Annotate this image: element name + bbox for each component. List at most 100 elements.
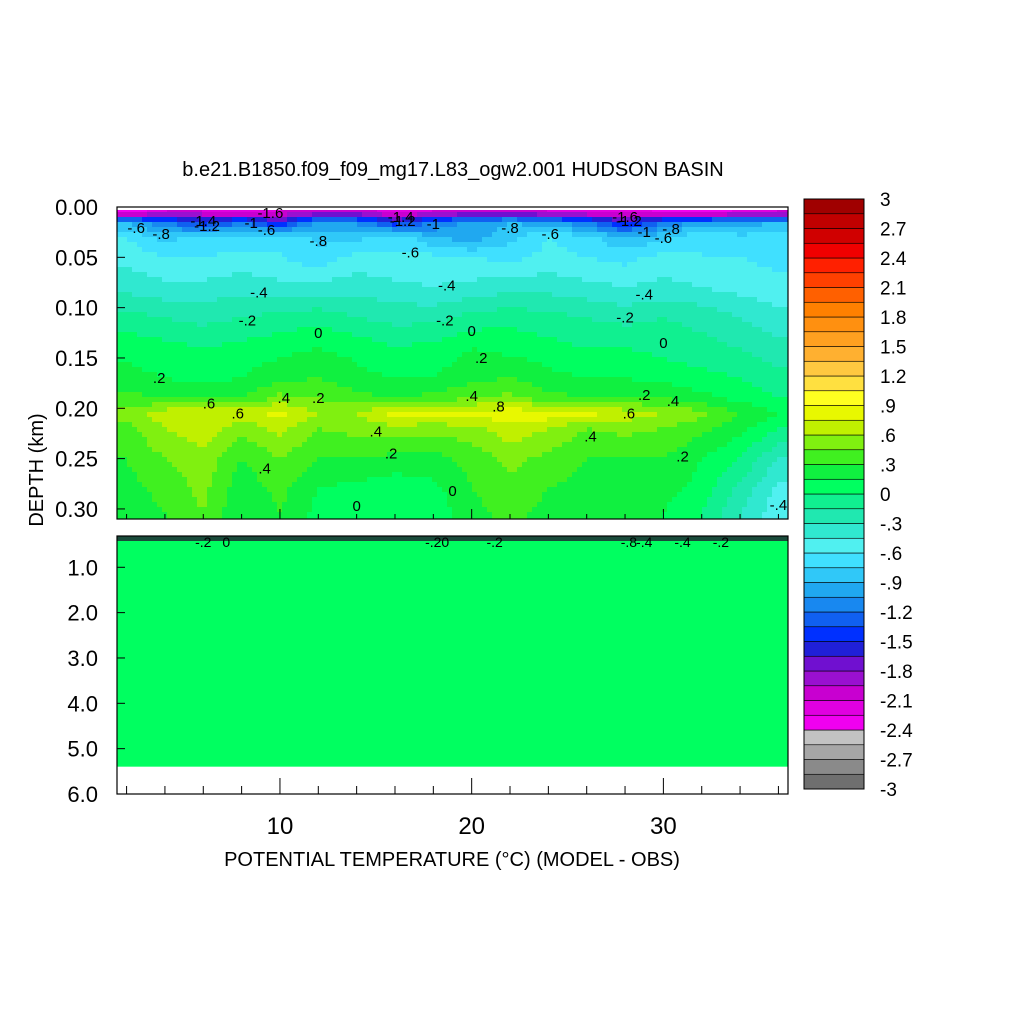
field-cell (507, 332, 512, 337)
field-cell (782, 252, 787, 257)
field-cell (517, 227, 522, 232)
field-cell (677, 377, 682, 382)
field-cell (347, 242, 352, 247)
field-cell (162, 362, 167, 367)
field-cell (742, 217, 747, 222)
field-cell (667, 332, 672, 337)
field-cell (302, 382, 307, 387)
field-cell (327, 272, 332, 277)
field-cell (427, 247, 432, 252)
field-cell (597, 382, 602, 387)
field-cell (627, 297, 632, 302)
field-cell (277, 227, 282, 232)
field-cell (327, 327, 332, 332)
field-cell (702, 372, 707, 377)
field-cell (682, 222, 687, 227)
field-cell (257, 222, 262, 227)
field-cell (412, 287, 417, 292)
field-cell (667, 272, 672, 277)
field-cell (597, 377, 602, 382)
field-cell (667, 232, 672, 237)
field-cell (597, 342, 602, 347)
field-cell (482, 282, 487, 287)
field-cell (732, 272, 737, 277)
field-cell (537, 232, 542, 237)
field-cell (242, 322, 247, 327)
field-cell (247, 287, 252, 292)
field-cell (542, 382, 547, 387)
field-cell (182, 297, 187, 302)
field-cell (777, 347, 782, 352)
field-cell (607, 242, 612, 247)
field-cell (352, 247, 357, 252)
field-cell (202, 292, 207, 297)
field-cell (597, 357, 602, 362)
field-cell (117, 282, 122, 287)
field-cell (727, 307, 732, 312)
field-cell (727, 267, 732, 272)
field-cell (692, 297, 697, 302)
field-cell (277, 367, 282, 372)
field-cell (307, 292, 312, 297)
field-cell (292, 272, 297, 277)
field-cell (167, 257, 172, 262)
field-cell (492, 327, 497, 332)
field-cell (332, 227, 337, 232)
field-cell (712, 347, 717, 352)
field-cell (572, 227, 577, 232)
field-cell (437, 367, 442, 372)
field-cell (577, 322, 582, 327)
field-cell (122, 327, 127, 332)
field-cell (222, 372, 227, 377)
field-cell (537, 332, 542, 337)
field-cell (667, 237, 672, 242)
field-cell (152, 257, 157, 262)
field-cell (282, 227, 287, 232)
field-cell (537, 267, 542, 272)
field-cell (407, 337, 412, 342)
field-cell (122, 377, 127, 382)
field-cell (637, 322, 642, 327)
field-cell (662, 357, 667, 362)
field-cell (192, 322, 197, 327)
field-cell (242, 267, 247, 272)
field-cell (147, 247, 152, 252)
field-cell (557, 372, 562, 377)
field-cell (737, 262, 742, 267)
field-cell (747, 232, 752, 237)
field-cell (262, 262, 267, 267)
field-cell (467, 267, 472, 272)
field-cell (357, 222, 362, 227)
field-cell (402, 327, 407, 332)
field-cell (722, 342, 727, 347)
field-cell (532, 362, 537, 367)
field-cell (527, 222, 532, 227)
field-cell (342, 212, 347, 217)
field-cell (762, 227, 767, 232)
field-cell (482, 267, 487, 272)
field-cell (322, 242, 327, 247)
field-cell (157, 337, 162, 342)
field-cell (697, 302, 702, 307)
field-cell (682, 377, 687, 382)
field-cell (417, 262, 422, 267)
field-cell (547, 307, 552, 312)
field-cell (757, 232, 762, 237)
field-cell (172, 287, 177, 292)
field-cell (377, 312, 382, 317)
field-cell (202, 252, 207, 257)
field-cell (387, 252, 392, 257)
field-cell (182, 252, 187, 257)
field-cell (312, 272, 317, 277)
field-cell (397, 287, 402, 292)
field-cell (207, 327, 212, 332)
field-cell (312, 322, 317, 327)
field-cell (737, 332, 742, 337)
field-cell (422, 292, 427, 297)
field-cell (732, 267, 737, 272)
field-cell (347, 292, 352, 297)
field-cell (327, 312, 332, 317)
field-cell (142, 212, 147, 217)
field-cell (727, 277, 732, 282)
field-cell (567, 232, 572, 237)
